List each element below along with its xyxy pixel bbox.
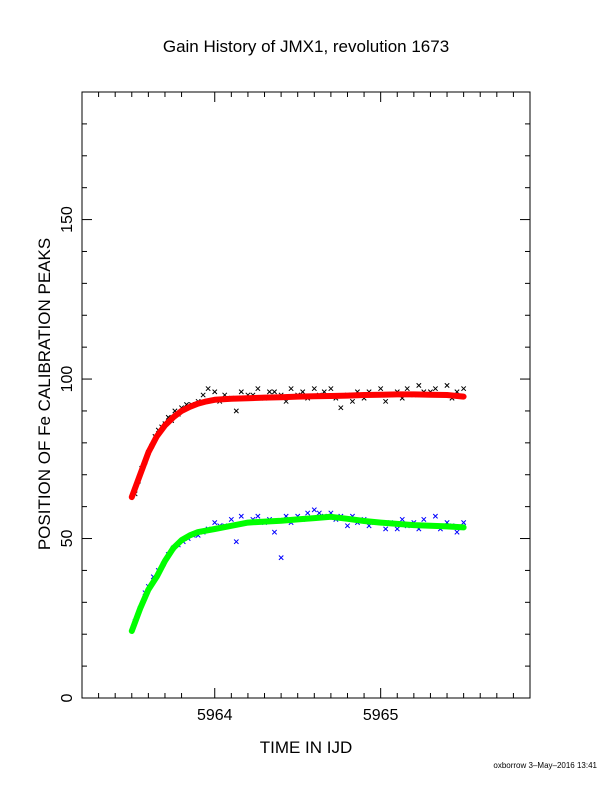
data-point: [399, 516, 405, 522]
data-point: [454, 529, 460, 535]
y-tick-label: 100: [59, 366, 76, 393]
data-point: [344, 523, 351, 529]
data-point: [300, 389, 306, 395]
data-point: [278, 555, 284, 561]
data-point: [311, 507, 317, 513]
data-point: [444, 382, 450, 388]
data-point: [200, 392, 206, 398]
y-tick-label: 50: [59, 530, 76, 548]
y-tick-label: 150: [59, 206, 76, 233]
data-point: [328, 386, 334, 392]
plot-area: 0 50 100 150 5964 5965: [59, 91, 531, 724]
data-point: [212, 520, 218, 526]
data-point: [205, 386, 211, 392]
plot-frame: [81, 91, 531, 699]
x-axis-label: TIME IN IJD: [260, 738, 353, 757]
y-tick-label: 0: [59, 693, 76, 702]
data-point: [228, 516, 234, 522]
data-point: [316, 510, 322, 516]
data-point: [461, 520, 467, 526]
data-point: [233, 539, 239, 545]
data-point: [238, 389, 244, 395]
data-point: [266, 389, 273, 395]
data-point: [461, 386, 467, 392]
data-point: [271, 529, 278, 535]
y-axis-label: POSITION OF Fe CALIBRATION PEAKS: [35, 238, 54, 550]
data-point: [383, 526, 389, 532]
data-point: [338, 405, 344, 411]
data-point: [288, 386, 294, 392]
data-point: [378, 386, 384, 392]
data-point: [432, 513, 438, 519]
data-point: [404, 386, 410, 392]
x-tick-label: 5964: [197, 707, 233, 724]
data-point: [311, 386, 317, 392]
footer-stamp: oxborrow 3–May–2016 13:41: [493, 761, 597, 770]
data-point: [383, 398, 389, 404]
data-point: [421, 516, 427, 522]
data-point: [394, 526, 400, 532]
data-point: [432, 386, 438, 392]
data-point: [349, 398, 356, 404]
data-point: [255, 513, 261, 519]
fit-line: [128, 391, 467, 501]
x-tick-label: 5965: [363, 707, 399, 724]
data-point: [416, 382, 422, 388]
data-point: [255, 386, 261, 392]
data-point: [238, 513, 244, 519]
data-point: [305, 510, 311, 516]
chart-title: Gain History of JMX1, revolution 1673: [163, 37, 449, 56]
data-point: [271, 389, 278, 395]
data-point: [233, 408, 239, 414]
data-point: [212, 389, 218, 395]
fit-line: [128, 513, 467, 634]
scatter-series: [132, 382, 467, 497]
